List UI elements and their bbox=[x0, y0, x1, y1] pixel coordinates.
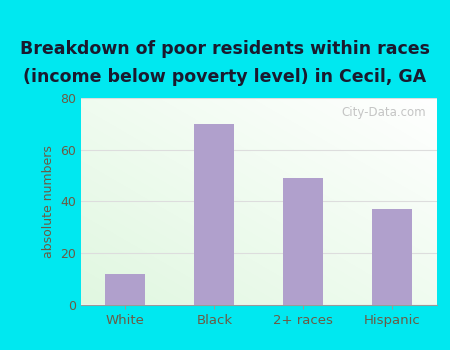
Text: Breakdown of poor residents within races: Breakdown of poor residents within races bbox=[20, 40, 430, 58]
Bar bbox=[105, 274, 145, 304]
Bar bbox=[194, 124, 234, 304]
Bar bbox=[372, 209, 412, 304]
Text: City-Data.com: City-Data.com bbox=[341, 106, 426, 119]
Text: (income below poverty level) in Cecil, GA: (income below poverty level) in Cecil, G… bbox=[23, 68, 427, 86]
Bar bbox=[283, 178, 323, 304]
Y-axis label: absolute numbers: absolute numbers bbox=[41, 145, 54, 258]
